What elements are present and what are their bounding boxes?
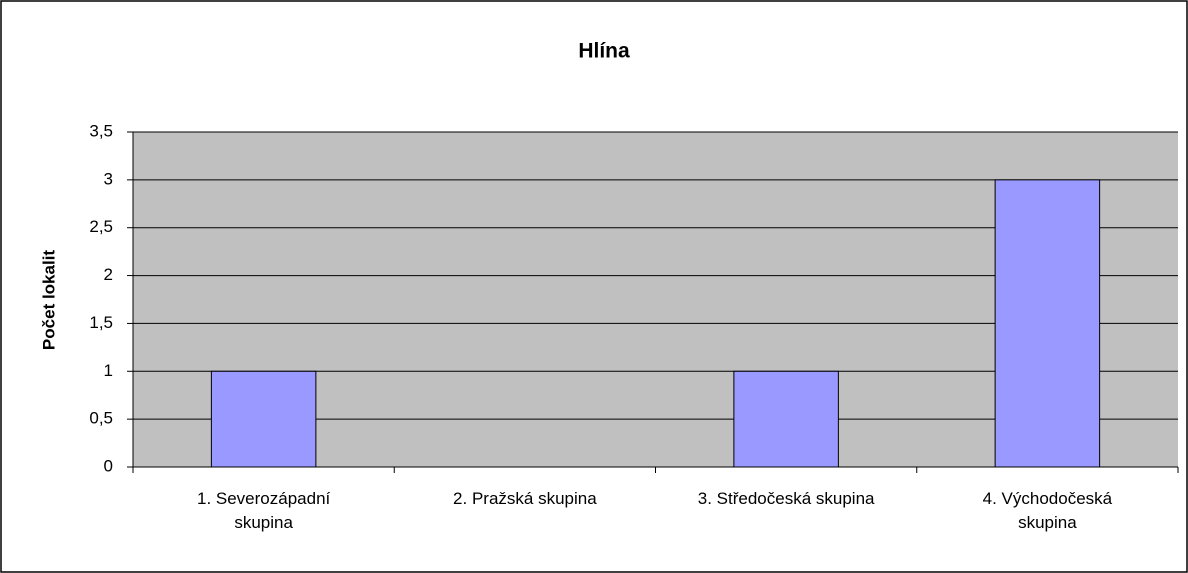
- y-tick-label: 2: [104, 265, 113, 284]
- bar: [994, 179, 1101, 468]
- y-tick-label: 2,5: [89, 217, 113, 236]
- bar: [210, 370, 317, 468]
- chart-title: Hlína: [578, 40, 630, 63]
- bar: [733, 370, 839, 468]
- y-tick-label: 3: [104, 169, 113, 188]
- y-tick-label: 1: [104, 361, 113, 380]
- x-tick-label: 1. Severozápadní skupina: [196, 489, 331, 532]
- y-tick-label: 3,5: [89, 121, 113, 140]
- y-tick-label: 0,5: [89, 409, 113, 428]
- y-tick-label: 0: [104, 456, 113, 475]
- x-tick-label: 2. Pražská skupina: [453, 489, 597, 508]
- x-tick-label: 4. Východočeská skupina: [982, 489, 1113, 532]
- x-tick-label: 3. Středočeská skupina: [697, 489, 875, 508]
- y-axis-label: Počet lokalit: [39, 250, 58, 350]
- y-tick-label: 1,5: [89, 313, 113, 332]
